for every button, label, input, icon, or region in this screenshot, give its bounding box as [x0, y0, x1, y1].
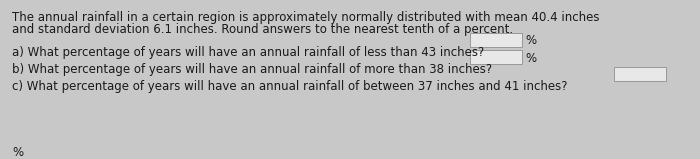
- Text: %: %: [12, 146, 23, 159]
- Text: and standard deviation 6.1 inches. Round answers to the nearest tenth of a perce: and standard deviation 6.1 inches. Round…: [12, 23, 513, 36]
- Text: The annual rainfall in a certain region is approximately normally distributed wi: The annual rainfall in a certain region …: [12, 11, 599, 24]
- Text: a) What percentage of years will have an annual rainfall of less than 43 inches?: a) What percentage of years will have an…: [12, 46, 484, 59]
- Text: b) What percentage of years will have an annual rainfall of more than 38 inches?: b) What percentage of years will have an…: [12, 63, 492, 76]
- Text: %: %: [525, 52, 536, 65]
- Text: %: %: [525, 35, 536, 48]
- Bar: [470, 50, 522, 64]
- Bar: [470, 33, 522, 47]
- Bar: [614, 67, 666, 81]
- Text: c) What percentage of years will have an annual rainfall of between 37 inches an: c) What percentage of years will have an…: [12, 80, 568, 93]
